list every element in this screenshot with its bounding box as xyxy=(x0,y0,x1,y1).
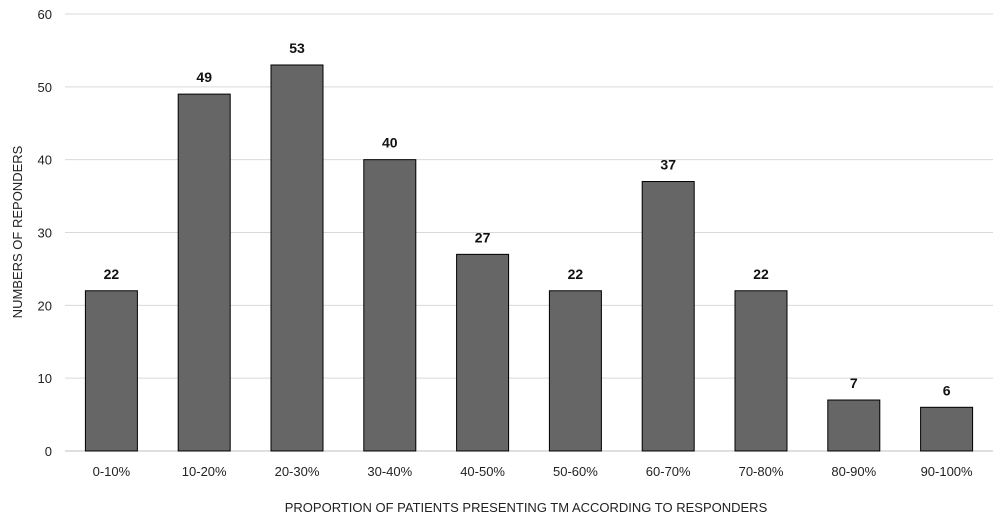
x-tick-label: 40-50% xyxy=(460,464,505,479)
data-label: 49 xyxy=(196,69,212,85)
x-tick-label: 20-30% xyxy=(275,464,320,479)
data-label: 40 xyxy=(382,135,398,151)
x-tick-label: 30-40% xyxy=(367,464,412,479)
x-tick-label: 50-60% xyxy=(553,464,598,479)
y-tick-label: 50 xyxy=(38,80,52,95)
bar-10-20% xyxy=(177,93,231,452)
y-tick-labels: 0 10 20 30 40 50 60 xyxy=(38,7,52,459)
bar-40-50% xyxy=(456,253,510,452)
data-label: 22 xyxy=(104,266,120,282)
y-tick-label: 0 xyxy=(45,444,52,459)
x-tick-label: 80-90% xyxy=(831,464,876,479)
bars xyxy=(84,64,974,452)
data-labels: 22 49 53 40 27 22 37 22 7 6 xyxy=(104,40,951,398)
bar-70-80% xyxy=(734,290,788,452)
bar-20-30% xyxy=(270,64,324,452)
x-axis-title: PROPORTION OF PATIENTS PRESENTING TM ACC… xyxy=(285,500,768,515)
bar-30-40% xyxy=(363,159,417,452)
bar-0-10% xyxy=(84,290,138,452)
data-label: 27 xyxy=(475,229,491,245)
y-tick-label: 60 xyxy=(38,7,52,22)
x-tick-labels: 0-10% 10-20% 20-30% 30-40% 40-50% 50-60% 60-70… xyxy=(93,464,973,479)
data-label: 22 xyxy=(753,266,769,282)
data-label: 22 xyxy=(568,266,584,282)
x-tick-label: 90-100% xyxy=(921,464,973,479)
y-tick-label: 30 xyxy=(38,226,52,241)
x-tick-label: 0-10% xyxy=(93,464,131,479)
data-label: 53 xyxy=(289,40,305,56)
y-tick-label: 40 xyxy=(38,153,52,168)
data-label: 6 xyxy=(943,382,951,398)
data-label: 37 xyxy=(660,157,676,173)
x-tick-label: 70-80% xyxy=(739,464,784,479)
bar-80-90% xyxy=(827,399,881,452)
bar-60-70% xyxy=(641,181,695,452)
x-tick-label: 60-70% xyxy=(646,464,691,479)
bar-50-60% xyxy=(548,290,602,452)
data-label: 7 xyxy=(850,375,858,391)
y-tick-label: 10 xyxy=(38,371,52,386)
x-tick-label: 10-20% xyxy=(182,464,227,479)
y-axis-title: NUMBERS OF REPONDERS xyxy=(10,145,25,318)
bar-90-100% xyxy=(920,406,974,452)
y-tick-label: 20 xyxy=(38,298,52,313)
